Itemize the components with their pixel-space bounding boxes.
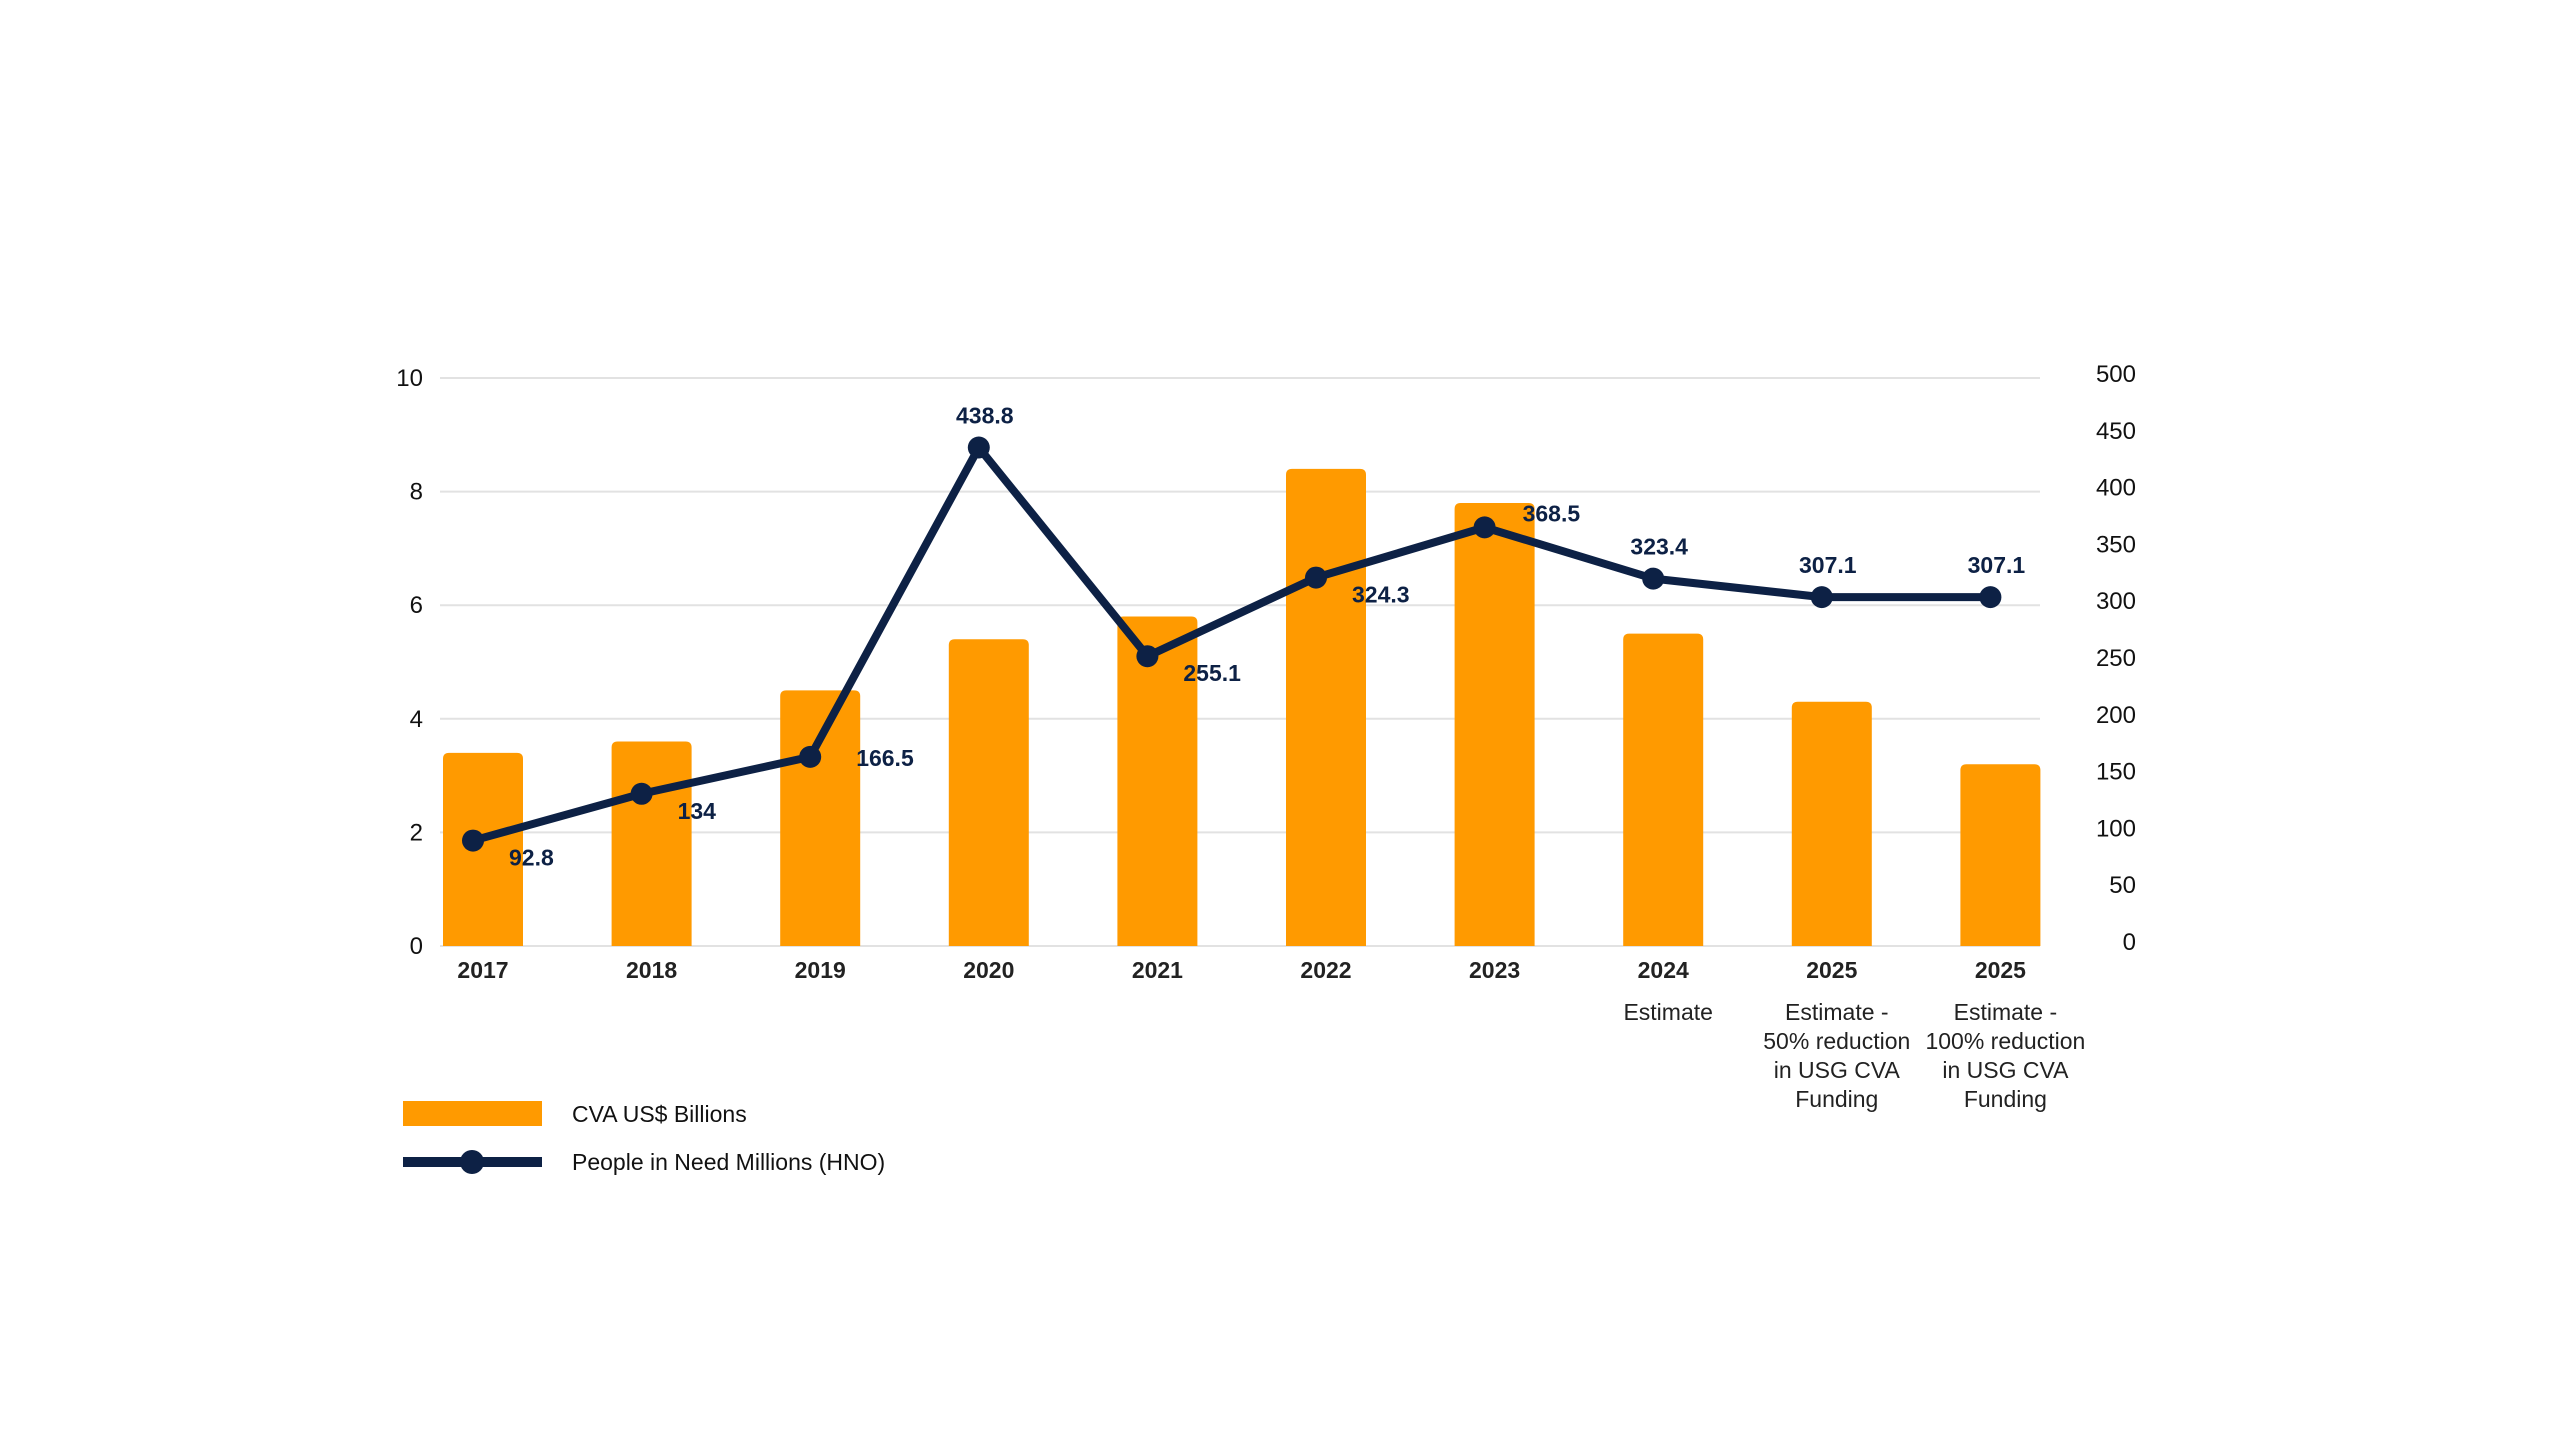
left-axis-tick-label: 6 xyxy=(410,592,423,619)
line-marker xyxy=(1136,645,1159,668)
line-data-label: 134 xyxy=(678,798,717,824)
line-data-label: 255.1 xyxy=(1183,660,1241,686)
legend-label-bar: CVA US$ Billions xyxy=(572,1101,747,1127)
x-axis-category-label: 2020 xyxy=(963,957,1014,983)
line-marker xyxy=(1642,567,1665,590)
bar xyxy=(1623,633,1704,946)
line-marker xyxy=(1979,586,2002,609)
right-axis-tick-label: 100 xyxy=(2096,815,2136,842)
x-axis-category-label: 2025 xyxy=(1975,957,2026,983)
line-marker xyxy=(1810,586,1833,609)
line-data-label: 307.1 xyxy=(1799,552,1857,578)
left-y-axis: 0 2 4 6 8 10 xyxy=(396,365,423,960)
bar xyxy=(1960,764,2041,946)
right-axis-tick-label: 200 xyxy=(2096,702,2136,729)
x-axis-category-sublabel: in USG CVA xyxy=(1774,1057,1901,1083)
line-series xyxy=(462,436,2002,852)
data-labels: 92.8 134 166.5 438.8 255.1 324.3 368.5 323.4 307… xyxy=(509,403,2025,871)
right-axis-tick-label: 450 xyxy=(2096,418,2136,445)
legend-swatch-bar xyxy=(403,1101,542,1126)
x-axis-category-label: 2024 xyxy=(1638,957,1689,983)
legend-label-line: People in Need Millions (HNO) xyxy=(572,1149,885,1175)
right-axis-tick-label: 400 xyxy=(2096,475,2136,502)
right-axis-tick-label: 300 xyxy=(2096,588,2136,615)
x-axis-category-sublabel: Funding xyxy=(1795,1086,1878,1112)
line-data-label: 438.8 xyxy=(956,403,1014,429)
x-axis-category-label: 2022 xyxy=(1300,957,1351,983)
right-axis-tick-label: 50 xyxy=(2109,872,2136,899)
bar xyxy=(780,690,861,946)
line-marker xyxy=(462,829,484,852)
line-marker xyxy=(799,745,822,768)
x-axis-category-sublabel: 100% reduction xyxy=(1925,1028,2085,1054)
x-axis-category-label: 2025 xyxy=(1806,957,1857,983)
line-data-label: 166.5 xyxy=(856,745,914,771)
x-axis-category-sublabel: Funding xyxy=(1964,1086,2047,1112)
line-data-label: 368.5 xyxy=(1523,500,1581,526)
left-axis-tick-label: 4 xyxy=(410,706,423,733)
line-data-label: 324.3 xyxy=(1352,582,1410,608)
bar xyxy=(611,741,692,946)
bar xyxy=(948,639,1029,946)
line-marker xyxy=(967,436,990,459)
right-axis-tick-label: 250 xyxy=(2096,645,2136,672)
bar xyxy=(1117,616,1198,946)
right-axis-tick-label: 150 xyxy=(2096,759,2136,786)
x-axis-category-label: 2023 xyxy=(1469,957,1520,983)
right-axis-tick-label: 350 xyxy=(2096,531,2136,558)
left-axis-tick-label: 8 xyxy=(410,479,423,506)
line-path xyxy=(471,443,1991,845)
x-axis-category-sublabel: 50% reduction xyxy=(1763,1028,1910,1054)
x-axis: 2017 2018 2019 2020 2021 2022 2023 2024 Estimate… xyxy=(457,957,2085,1112)
x-axis-category-sublabel: Estimate - xyxy=(1785,999,1889,1025)
x-axis-category-label: 2021 xyxy=(1132,957,1183,983)
left-axis-tick-label: 10 xyxy=(396,365,423,392)
x-axis-category-label: 2019 xyxy=(795,957,846,983)
right-y-axis: 0 50 100 150 200 250 300 350 400 450 500 xyxy=(2096,361,2136,956)
line-marker xyxy=(1305,566,1327,589)
line-marker xyxy=(1473,516,1496,539)
legend-swatch-marker xyxy=(460,1150,484,1174)
x-axis-category-sublabel: Estimate xyxy=(1623,999,1712,1025)
x-axis-category-sublabel: Estimate - xyxy=(1954,999,2058,1025)
bar xyxy=(1791,701,1872,946)
line-data-label: 323.4 xyxy=(1630,534,1688,560)
x-axis-category-sublabel: in USG CVA xyxy=(1942,1057,2069,1083)
right-axis-tick-label: 0 xyxy=(2123,929,2136,956)
x-axis-category-label: 2017 xyxy=(457,957,508,983)
legend: CVA US$ Billions People in Need Millions… xyxy=(403,1101,885,1175)
bar xyxy=(443,752,523,946)
right-axis-tick-label: 500 xyxy=(2096,361,2136,388)
bar-series xyxy=(443,468,2041,946)
bar xyxy=(1286,468,1366,946)
gridlines xyxy=(440,377,2040,947)
line-data-label: 307.1 xyxy=(1968,552,2026,578)
left-axis-tick-label: 2 xyxy=(410,819,423,846)
bar xyxy=(1454,502,1535,946)
left-axis-tick-label: 0 xyxy=(410,933,423,960)
line-marker xyxy=(630,782,653,805)
line-data-label: 92.8 xyxy=(509,845,554,871)
x-axis-category-label: 2018 xyxy=(626,957,677,983)
